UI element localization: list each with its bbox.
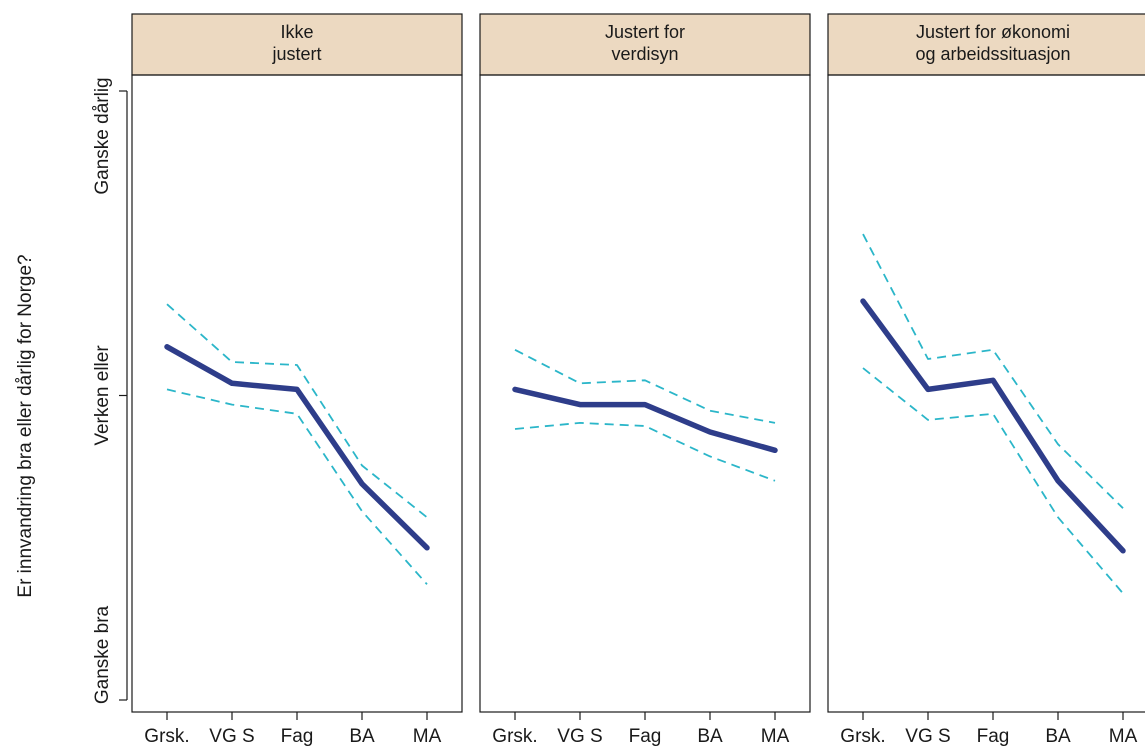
panel-strip (479, 13, 811, 76)
x-tick-label: Grsk. (492, 726, 537, 747)
x-tick-label: Fag (977, 726, 1010, 747)
series-line-estimate (860, 298, 1126, 554)
y-axis-label: Er innvandring bra eller dårlig for Norg… (15, 254, 36, 597)
y-axis-title: Er innvandring bra eller dårlig for Norg… (15, 254, 36, 597)
y-axis: Ganske bra Verken eller Ganske dårlig (92, 77, 128, 704)
panel-strip (827, 13, 1145, 76)
panel-title-line: verdisyn (611, 44, 678, 64)
y-tick-label: Ganske bra (92, 605, 113, 704)
x-tick-label: Fag (281, 726, 314, 747)
series-line-estimate (164, 344, 430, 551)
x-tick-label: MA (761, 726, 790, 747)
x-tick-label: VG S (209, 726, 254, 747)
y-tick-label: Verken eller (92, 345, 113, 446)
x-tick-label: BA (1045, 726, 1071, 747)
panel-title-line: justert (271, 44, 321, 64)
x-tick-label: VG S (905, 726, 950, 747)
series-line-upper (862, 233, 1124, 509)
x-tick-label: MA (413, 726, 442, 747)
panel-title-line: og arbeidssituasjon (915, 44, 1070, 64)
x-tick-label: Fag (629, 726, 662, 747)
x-tick-label: BA (349, 726, 375, 747)
x-tick-label: Grsk. (144, 726, 189, 747)
series-line-lower (862, 367, 1124, 594)
panel-title-line: Ikke (280, 22, 313, 42)
x-tick-label: MA (1109, 726, 1138, 747)
x-tick-label: Grsk. (840, 726, 885, 747)
series-line-lower (514, 421, 776, 482)
series-line-upper (166, 303, 428, 519)
panel-title-line: Justert for (605, 22, 685, 42)
panel-title-line: Justert for økonomi (916, 22, 1070, 42)
y-tick-label: Ganske dårlig (92, 77, 113, 194)
series-line-upper (514, 348, 776, 424)
panel-frame (827, 74, 1145, 713)
series-line-estimate (512, 386, 778, 454)
x-tick-label: BA (697, 726, 723, 747)
panel-strip (131, 13, 463, 76)
x-tick-label: VG S (557, 726, 602, 747)
